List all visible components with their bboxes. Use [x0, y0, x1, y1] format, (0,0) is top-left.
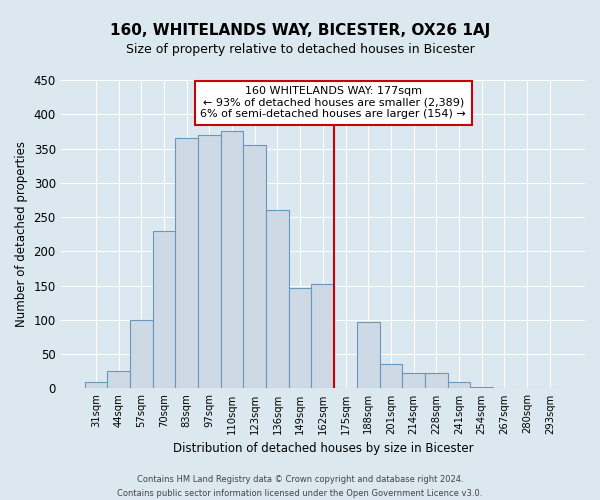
Bar [470, 387, 493, 388]
Bar [107, 372, 130, 388]
Bar [357, 322, 380, 388]
Bar [130, 320, 152, 388]
Bar [448, 382, 470, 388]
Y-axis label: Number of detached properties: Number of detached properties [15, 141, 28, 327]
Text: 160 WHITELANDS WAY: 177sqm
← 93% of detached houses are smaller (2,389)
6% of se: 160 WHITELANDS WAY: 177sqm ← 93% of deta… [200, 86, 466, 120]
Bar [425, 374, 448, 388]
Bar [402, 374, 425, 388]
Text: 160, WHITELANDS WAY, BICESTER, OX26 1AJ: 160, WHITELANDS WAY, BICESTER, OX26 1AJ [110, 22, 490, 38]
Bar [311, 284, 334, 389]
Bar [175, 138, 198, 388]
Bar [85, 382, 107, 388]
Bar [221, 132, 244, 388]
Bar [152, 231, 175, 388]
Bar [266, 210, 289, 388]
Bar [289, 288, 311, 388]
X-axis label: Distribution of detached houses by size in Bicester: Distribution of detached houses by size … [173, 442, 473, 455]
Text: Size of property relative to detached houses in Bicester: Size of property relative to detached ho… [125, 44, 475, 57]
Bar [198, 135, 221, 388]
Bar [244, 145, 266, 388]
Bar [380, 364, 402, 388]
Text: Contains HM Land Registry data © Crown copyright and database right 2024.
Contai: Contains HM Land Registry data © Crown c… [118, 476, 482, 498]
